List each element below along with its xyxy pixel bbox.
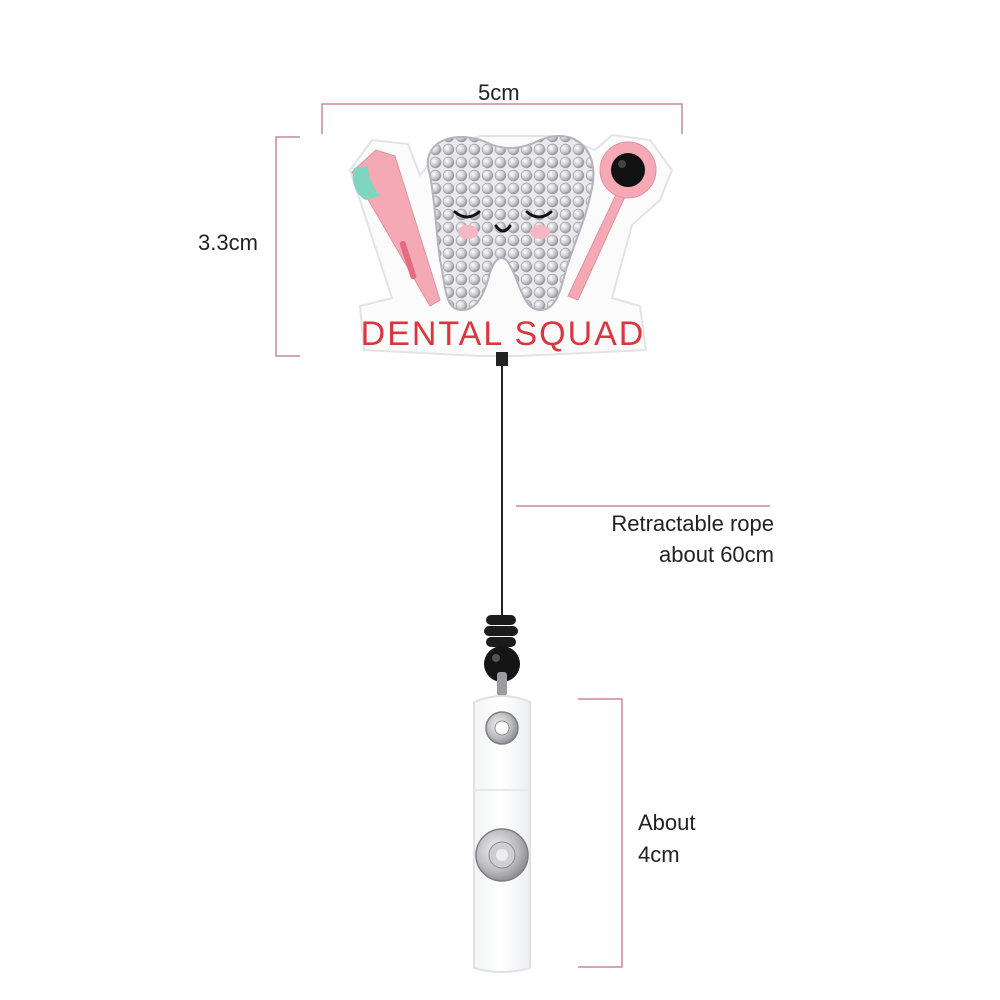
toothbrush-icon — [351, 149, 441, 307]
height-label: 3.3cm — [198, 230, 258, 255]
rope-reel-connector — [484, 352, 520, 696]
rhinestone-tooth-icon — [426, 134, 595, 312]
badge-text: DENTAL SQUAD — [361, 315, 646, 353]
clip-dimension-bracket — [578, 698, 623, 968]
clip-label-line2: 4cm — [638, 842, 680, 867]
width-dimension-bracket — [321, 103, 683, 134]
left-eye-icon — [453, 210, 481, 219]
rope-label-line2: about 60cm — [659, 542, 774, 567]
width-label: 5cm — [478, 80, 520, 105]
badge-clip-strap — [473, 695, 531, 973]
right-eye-icon — [525, 210, 553, 219]
dental-mirror-icon — [567, 141, 657, 301]
right-cheek-icon — [530, 225, 550, 239]
height-dimension-bracket — [275, 136, 300, 357]
rope-label-line1: Retractable rope — [611, 511, 774, 536]
clip-label-line1: About — [638, 810, 696, 835]
smile-icon — [494, 224, 512, 233]
left-cheek-icon — [458, 225, 478, 239]
